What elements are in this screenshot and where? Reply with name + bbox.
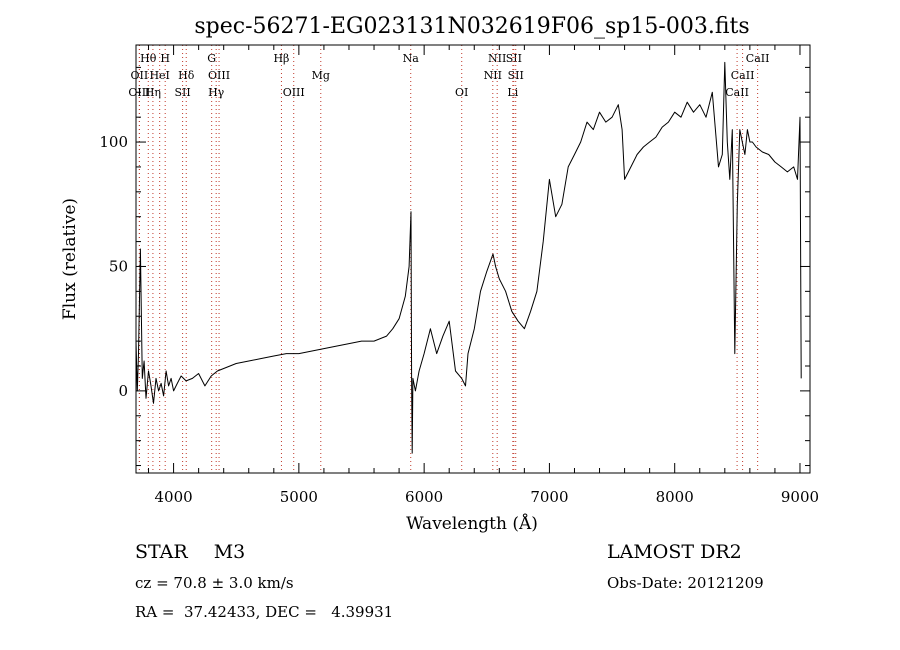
spectral-line-label: G	[207, 52, 216, 65]
object-subclass: M3	[213, 541, 246, 563]
redshift-line: cz = 70.8 ± 3.0 km/s	[135, 574, 294, 592]
spectral-line-label: Hβ	[273, 52, 289, 65]
x-tick-label: 5000	[280, 488, 318, 506]
spectral-line-label: H	[160, 52, 170, 65]
y-tick-label: 50	[109, 257, 128, 275]
spectral-line-label: Li	[507, 86, 518, 99]
survey-label: LAMOST DR2	[607, 541, 742, 563]
spectral-line-label: CaII	[731, 69, 755, 82]
spectral-line-label: Na	[403, 52, 420, 65]
x-tick-label: 4000	[154, 488, 192, 506]
y-axis-label: Flux (relative)	[60, 198, 80, 320]
spectral-line-label: Hγ	[208, 86, 225, 99]
spectral-line-label: HeI	[149, 69, 169, 82]
spectral-line-label: OIII	[283, 86, 305, 99]
x-tick-label: 8000	[656, 488, 694, 506]
spectral-line-label: Hη	[145, 86, 161, 99]
x-axis-label: Wavelength (Å)	[406, 513, 538, 534]
spectral-line-label: Mg	[312, 69, 330, 82]
axis-ticks: 4000 5000 6000 7000 8000 9000 0 50 100	[99, 45, 819, 506]
y-tick-label: 100	[99, 133, 128, 151]
y-tick-label: 0	[118, 382, 128, 400]
spectral-line-label: SII	[174, 86, 190, 99]
spectral-line-label: CaII	[725, 86, 749, 99]
obs-date-line: Obs-Date: 20121209	[607, 574, 764, 592]
spectral-line-label: NII	[484, 69, 502, 82]
spectral-line-label: OII	[131, 69, 149, 82]
chart-title: spec-56271-EG023131N032619F06_sp15-003.f…	[194, 14, 749, 39]
x-tick-label: 9000	[781, 488, 819, 506]
x-tick-label: 7000	[530, 488, 568, 506]
spectrum-series	[135, 61, 802, 454]
x-tick-label: 6000	[405, 488, 443, 506]
spectral-line-label: SII	[506, 52, 522, 65]
object-class-label: STAR M3	[135, 541, 245, 563]
spectral-line-label: Hδ	[178, 69, 195, 82]
spectral-line-label: OI	[455, 86, 468, 99]
spectral-line-label: NII	[488, 52, 506, 65]
spectral-line-label: CaII	[746, 52, 770, 65]
coordinates-line: RA = 37.42433, DEC = 4.39931	[135, 603, 394, 621]
spectral-line-label: Hθ	[140, 52, 157, 65]
spectral-line-label: OIII	[208, 69, 230, 82]
plot-frame	[135, 44, 811, 474]
spectral-line-markers: HθOIIOIIIHHeIHηHδSIIGOIIIHγHβOIIIMgNaOIN…	[128, 45, 769, 473]
spectrum-line	[135, 61, 802, 454]
object-type: STAR	[135, 541, 188, 563]
spectral-line-label: SII	[508, 69, 524, 82]
